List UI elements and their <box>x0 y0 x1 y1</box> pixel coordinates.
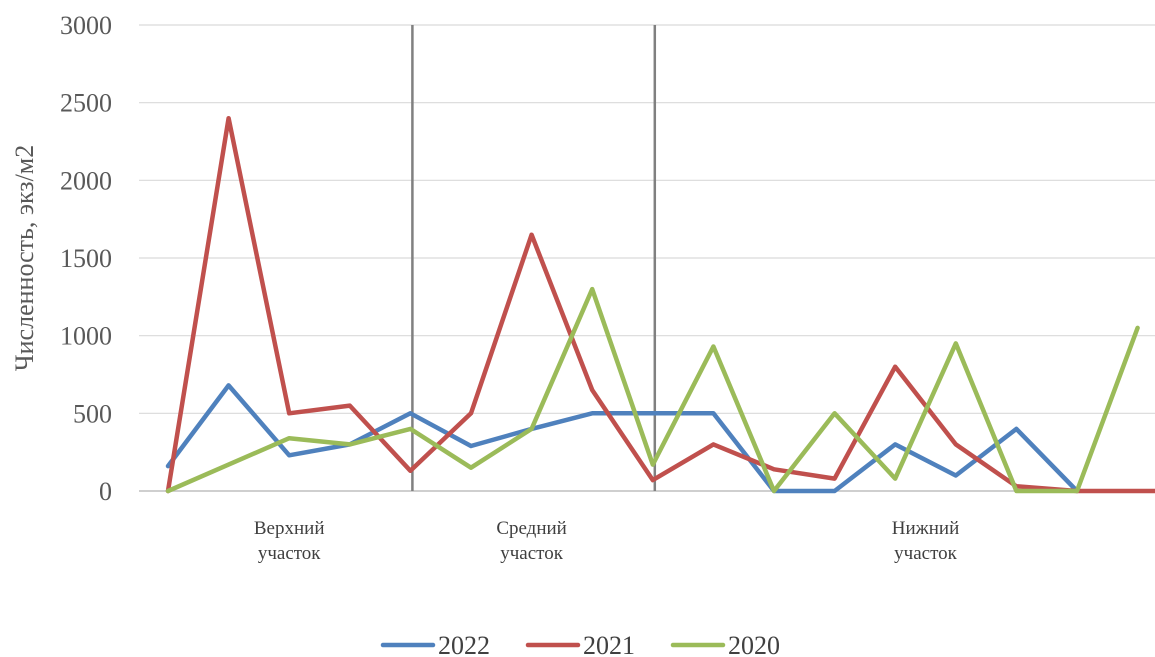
section-label: Верхний <box>254 518 325 539</box>
series-line-2020 <box>165 286 1140 494</box>
y-tick-label: 0 <box>99 477 112 506</box>
section-label: участок <box>258 543 321 564</box>
y-tick-label: 1500 <box>60 244 112 273</box>
section-label: Средний <box>496 518 567 539</box>
y-tick-label: 1000 <box>60 322 112 351</box>
y-tick-label: 3000 <box>60 11 112 40</box>
legend-label: 2021 <box>583 631 635 657</box>
y-tick-label: 2000 <box>60 166 112 195</box>
y-tick-label: 2500 <box>60 89 112 118</box>
series-line-2021 <box>165 115 1155 494</box>
y-axis-label: Численность, экз/м2 <box>10 145 39 372</box>
legend-label: 2022 <box>438 631 490 657</box>
section-label: Нижний <box>892 518 960 539</box>
y-tick-label: 500 <box>73 399 112 428</box>
series-line-2022 <box>165 383 1080 494</box>
legend-label: 2020 <box>728 631 780 657</box>
section-label: участок <box>894 543 957 564</box>
section-label: участок <box>500 543 563 564</box>
